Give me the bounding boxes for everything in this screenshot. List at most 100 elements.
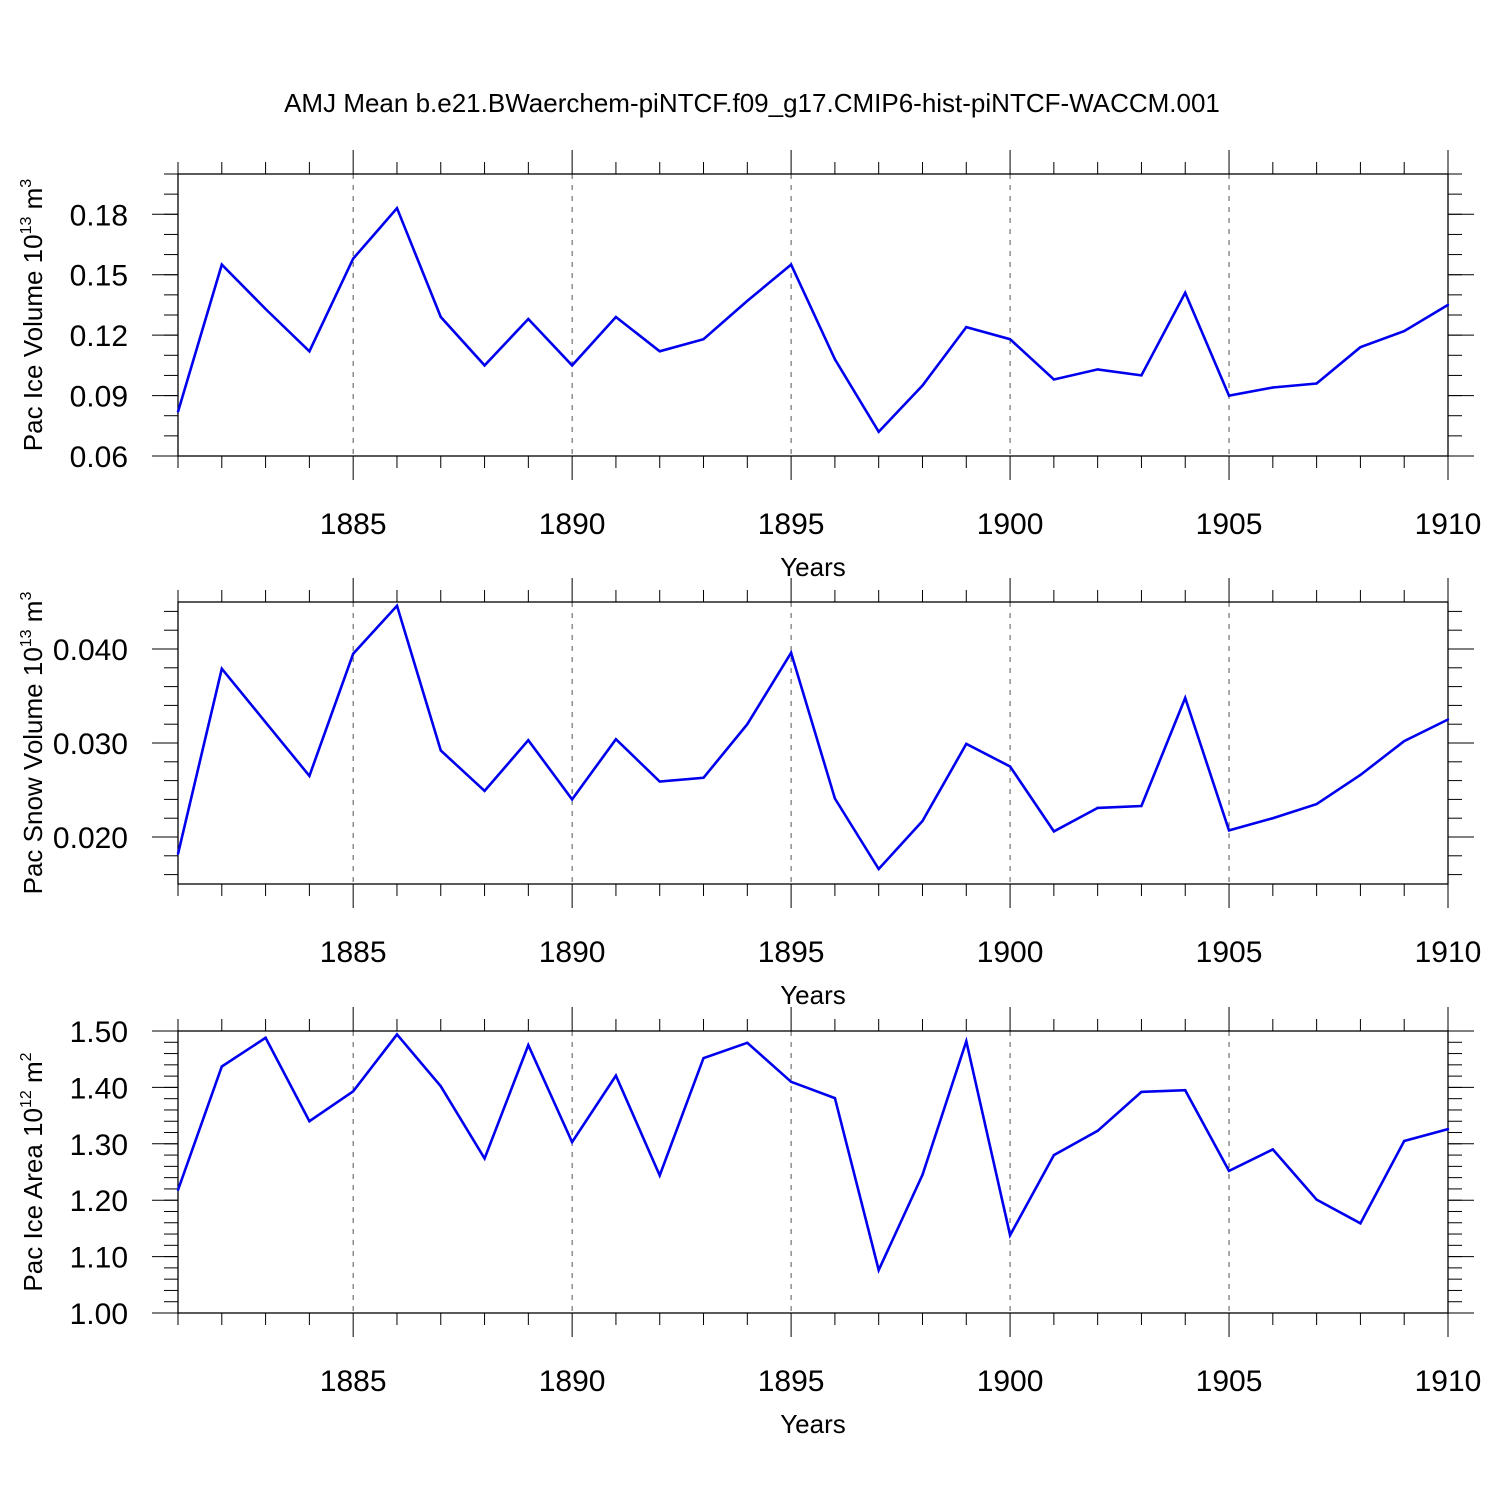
x-tick-label: 1910 bbox=[1415, 1365, 1482, 1398]
x-tick-label: 1885 bbox=[320, 508, 387, 541]
data-point bbox=[176, 1188, 180, 1192]
data-point bbox=[1446, 718, 1450, 721]
data-point bbox=[1052, 1153, 1056, 1157]
data-point bbox=[439, 1085, 442, 1088]
data-point bbox=[702, 337, 705, 341]
data-point bbox=[308, 1120, 311, 1123]
data-point bbox=[1315, 802, 1318, 806]
y-axis-title: Pac Ice Volume 1013 m3 bbox=[18, 179, 48, 452]
data-point bbox=[483, 364, 486, 367]
data-point bbox=[527, 317, 530, 321]
data-point bbox=[658, 350, 661, 353]
data-point bbox=[877, 1268, 880, 1272]
x-tick-label: 1905 bbox=[1196, 508, 1263, 541]
data-point bbox=[1359, 346, 1362, 349]
data-point bbox=[483, 1157, 486, 1160]
data-point bbox=[702, 1056, 705, 1060]
data-point bbox=[921, 819, 924, 823]
data-point bbox=[570, 798, 574, 801]
data-point bbox=[483, 789, 486, 793]
data-point bbox=[1184, 1089, 1187, 1092]
data-point bbox=[264, 721, 267, 724]
data-point bbox=[527, 738, 530, 742]
data-point bbox=[746, 299, 749, 303]
data-point bbox=[308, 774, 311, 778]
x-tick-label: 1890 bbox=[539, 936, 606, 969]
series-line bbox=[176, 603, 1449, 872]
data-point bbox=[1096, 1129, 1099, 1133]
data-point bbox=[1052, 378, 1056, 381]
x-tick-label: 1910 bbox=[1415, 936, 1482, 969]
y-axis-title: Pac Ice Area 1012 m2 bbox=[18, 1052, 48, 1291]
data-point bbox=[1271, 386, 1275, 389]
data-point bbox=[220, 1065, 223, 1068]
x-tick-label: 1895 bbox=[758, 936, 825, 969]
data-point bbox=[614, 1074, 618, 1077]
data-point bbox=[614, 738, 618, 741]
data-point bbox=[1184, 291, 1187, 295]
x-tick-label: 1895 bbox=[758, 1365, 825, 1398]
x-tick-label: 1885 bbox=[320, 936, 387, 969]
data-point bbox=[1359, 1222, 1362, 1225]
data-point bbox=[176, 852, 180, 856]
x-tick-label: 1900 bbox=[977, 508, 1044, 541]
data-point bbox=[877, 430, 880, 434]
data-point bbox=[1140, 804, 1143, 808]
y-tick-label: 1.00 bbox=[70, 1298, 128, 1331]
data-point bbox=[1359, 773, 1362, 777]
data-point bbox=[1052, 830, 1056, 833]
data-point bbox=[395, 207, 399, 210]
x-tick-label: 1905 bbox=[1196, 936, 1263, 969]
panel-3: 1.00 1.10 1.20 1.30 1.40 1.50 1885 1890 1895 1900… bbox=[18, 1007, 1481, 1439]
x-tick-label: 1900 bbox=[977, 1365, 1044, 1398]
data-point bbox=[220, 263, 223, 266]
data-point bbox=[789, 651, 793, 654]
x-tick-label: 1905 bbox=[1196, 1365, 1263, 1398]
data-point bbox=[264, 307, 267, 311]
data-point bbox=[1403, 1139, 1406, 1143]
data-point bbox=[1315, 382, 1318, 385]
data-point bbox=[965, 1039, 968, 1043]
plot-frame bbox=[177, 1030, 1449, 1314]
data-point bbox=[1271, 817, 1275, 820]
data-point bbox=[1184, 696, 1187, 700]
x-axis-title: Years bbox=[780, 980, 846, 1010]
data-point bbox=[614, 315, 618, 319]
y-tick-label: 1.30 bbox=[70, 1129, 128, 1162]
x-tick-label: 1910 bbox=[1415, 508, 1482, 541]
data-point bbox=[877, 867, 880, 871]
y-tick-label: 1.40 bbox=[70, 1072, 128, 1105]
data-point bbox=[1140, 374, 1143, 377]
y-tick-label: 0.030 bbox=[53, 728, 128, 761]
data-point bbox=[439, 315, 442, 319]
panel-2: 0.020 0.030 0.040 1885 1890 1895 1900 1905 1910 Y… bbox=[18, 578, 1481, 1010]
y-tick-label: 0.06 bbox=[70, 441, 128, 474]
x-tick-label: 1900 bbox=[977, 936, 1044, 969]
data-point bbox=[570, 1140, 574, 1144]
data-point bbox=[1227, 1169, 1231, 1173]
y-tick-label: 1.10 bbox=[70, 1242, 128, 1275]
data-point bbox=[833, 797, 837, 800]
x-tick-label: 1895 bbox=[758, 508, 825, 541]
data-point bbox=[395, 1033, 399, 1036]
data-point bbox=[965, 742, 968, 746]
panel-1: 0.06 0.09 0.12 0.15 0.18 1885 1890 1895 1900 1905… bbox=[18, 150, 1481, 582]
data-point bbox=[220, 667, 223, 670]
data-point bbox=[789, 263, 793, 266]
data-point bbox=[1227, 829, 1231, 832]
data-point bbox=[746, 1041, 749, 1045]
data-point bbox=[833, 1096, 837, 1100]
x-tick-label: 1885 bbox=[320, 1365, 387, 1398]
data-point bbox=[1096, 806, 1099, 810]
data-point bbox=[965, 325, 968, 329]
data-point bbox=[702, 776, 705, 779]
data-point bbox=[789, 1080, 793, 1083]
data-point bbox=[1446, 303, 1450, 307]
data-point bbox=[351, 652, 355, 655]
data-point bbox=[1315, 1198, 1318, 1201]
data-point bbox=[176, 410, 180, 413]
data-point bbox=[1140, 1090, 1143, 1094]
x-axis-title: Years bbox=[780, 1409, 846, 1439]
